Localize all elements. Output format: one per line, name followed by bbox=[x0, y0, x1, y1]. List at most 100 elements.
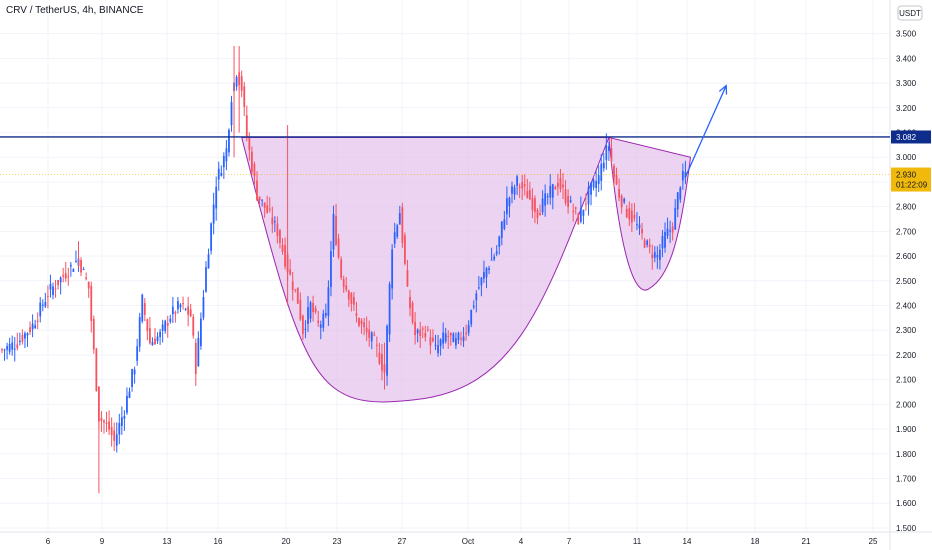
candle-body bbox=[289, 269, 292, 275]
candle-body bbox=[398, 213, 401, 225]
candle-body bbox=[11, 342, 14, 350]
candle-body bbox=[194, 342, 197, 374]
candle-body bbox=[21, 334, 24, 342]
candle-body bbox=[258, 196, 261, 201]
candle-body bbox=[24, 333, 26, 339]
candle-body bbox=[597, 175, 600, 184]
candle-body bbox=[674, 207, 677, 230]
y-tick-label: 2.400 bbox=[896, 302, 917, 311]
candle-body bbox=[531, 197, 534, 211]
candle-body bbox=[312, 302, 314, 313]
candle-body bbox=[513, 187, 516, 195]
candle-body bbox=[16, 344, 19, 349]
candle-body bbox=[136, 346, 139, 361]
candle-body bbox=[166, 323, 169, 326]
candle-body bbox=[34, 325, 37, 329]
resistance-tag-label: 3.082 bbox=[896, 133, 917, 142]
candle-body bbox=[429, 337, 432, 346]
candle-body bbox=[661, 235, 664, 249]
candle-body bbox=[567, 195, 569, 207]
candle-body bbox=[36, 320, 39, 322]
candle-body bbox=[396, 225, 399, 237]
candle-body bbox=[92, 318, 95, 350]
candle-body bbox=[207, 254, 210, 269]
candle-body bbox=[281, 244, 284, 252]
candle-body bbox=[526, 191, 529, 199]
candle-body bbox=[225, 148, 228, 162]
candle-body bbox=[373, 334, 376, 336]
candle-body bbox=[485, 268, 488, 278]
x-tick-label: 13 bbox=[163, 537, 172, 546]
candle-body bbox=[26, 333, 29, 336]
candle-body bbox=[679, 187, 682, 200]
candle-body bbox=[182, 303, 184, 305]
candle-body bbox=[539, 213, 541, 216]
resistance-price-tag: 3.082 bbox=[891, 130, 931, 144]
candle-body bbox=[541, 198, 544, 213]
candle-body bbox=[29, 327, 31, 333]
candle-body bbox=[684, 172, 687, 178]
candle-body bbox=[470, 309, 473, 325]
candle-body bbox=[90, 285, 93, 322]
candle-body bbox=[18, 340, 21, 343]
candle-body bbox=[628, 208, 631, 220]
x-tick-label: 18 bbox=[751, 537, 760, 546]
candle-body bbox=[557, 182, 559, 187]
candle-body bbox=[322, 313, 325, 328]
candle-body bbox=[569, 200, 572, 203]
candle-body bbox=[3, 349, 6, 351]
candle-body bbox=[480, 277, 483, 286]
candle-body bbox=[498, 236, 501, 247]
y-tick-label: 2.200 bbox=[896, 351, 917, 360]
candle-body bbox=[126, 395, 128, 413]
candle-body bbox=[511, 186, 513, 194]
candle-body bbox=[582, 209, 585, 216]
candle-body bbox=[276, 223, 279, 237]
candle-body bbox=[460, 338, 462, 340]
y-tick-label: 3.000 bbox=[896, 153, 917, 162]
candle-body bbox=[105, 422, 108, 424]
candle-body bbox=[600, 163, 603, 181]
candle-body bbox=[110, 427, 113, 436]
candle-body bbox=[57, 280, 59, 286]
candle-body bbox=[243, 86, 246, 107]
candle-body bbox=[319, 324, 322, 328]
candle-body bbox=[618, 188, 620, 198]
candle-body bbox=[381, 354, 383, 371]
candle-body bbox=[251, 151, 253, 172]
candle-body bbox=[681, 171, 684, 181]
x-tick-label: 6 bbox=[46, 537, 51, 546]
chart-title: CRV / TetherUS, 4h, BINANCE bbox=[6, 5, 144, 16]
x-tick-label: 14 bbox=[683, 537, 692, 546]
candle-body bbox=[197, 337, 200, 367]
candle-body bbox=[256, 180, 258, 201]
handle-shape bbox=[608, 136, 692, 291]
candle-body bbox=[123, 415, 126, 419]
candle-body bbox=[149, 328, 151, 344]
candle-body bbox=[488, 268, 490, 270]
candle-body bbox=[151, 342, 154, 346]
candle-body bbox=[676, 192, 679, 210]
candle-body bbox=[118, 423, 121, 435]
candle-body bbox=[103, 420, 105, 423]
candle-body bbox=[304, 328, 307, 330]
candle-body bbox=[623, 198, 626, 203]
candle-body bbox=[620, 195, 623, 208]
candle-body bbox=[113, 430, 116, 441]
candle-body bbox=[449, 332, 452, 336]
y-tick-label: 2.100 bbox=[896, 376, 917, 385]
candle-body bbox=[419, 329, 422, 337]
candle-body bbox=[337, 238, 340, 258]
candle-body bbox=[54, 288, 57, 290]
candle-body bbox=[215, 186, 218, 209]
candle-body bbox=[309, 302, 312, 319]
x-tick-label: Oct bbox=[462, 537, 475, 546]
candle-body bbox=[47, 295, 49, 297]
candle-body bbox=[222, 155, 225, 168]
y-tick-label: 2.500 bbox=[896, 277, 917, 286]
candle-body bbox=[595, 181, 598, 189]
candle-body bbox=[64, 272, 67, 279]
candle-body bbox=[138, 317, 141, 347]
y-tick-label: 1.800 bbox=[896, 450, 917, 459]
